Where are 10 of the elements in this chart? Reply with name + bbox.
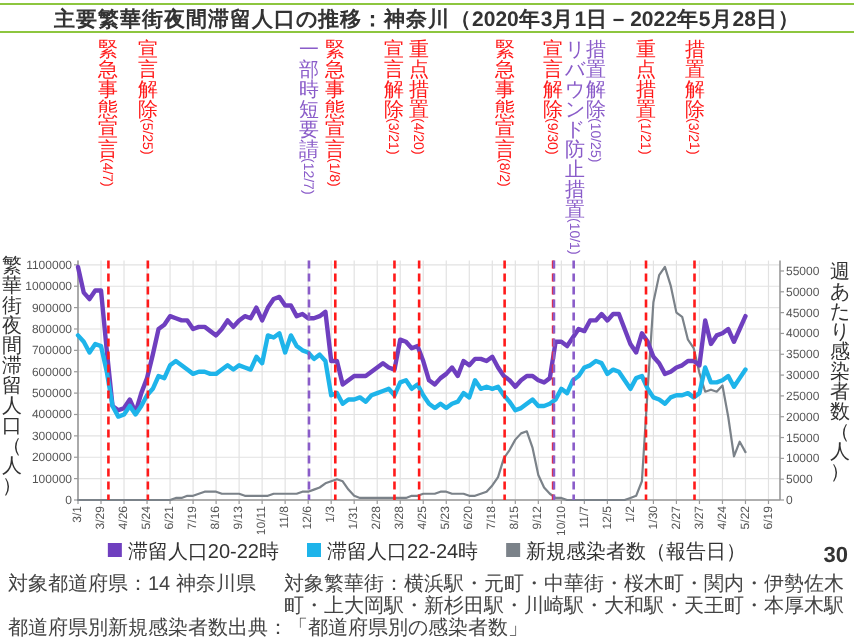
text: 都道府県別新規感染者数出典：「都道府県別の感染者数」 bbox=[8, 616, 528, 640]
legend-label: 滞留人口22-24時 bbox=[327, 540, 479, 564]
text: 30 bbox=[823, 544, 848, 568]
legend-label: 滞留人口20-22時 bbox=[127, 540, 279, 564]
text: 対象繁華街：横浜駅・元町・中華街・桜木町・関内・伊勢佐木町・上大岡駅・新杉田駅・川崎駅・大和駅・天王町・本厚木駅 bbox=[283, 572, 844, 618]
chart-title: 主要繁華街夜間滞留人口の推移：神奈川（2020年3月1日－2022年5月28日） bbox=[52, 6, 800, 32]
text: 週あたり感染者数（人） bbox=[830, 262, 850, 485]
text: 対象都道府県：14 神奈川県 bbox=[8, 572, 256, 596]
legend-label: 新規感染者数（報告日） bbox=[526, 540, 747, 564]
text: 繁華街夜間滞留人口（人） bbox=[2, 256, 22, 499]
